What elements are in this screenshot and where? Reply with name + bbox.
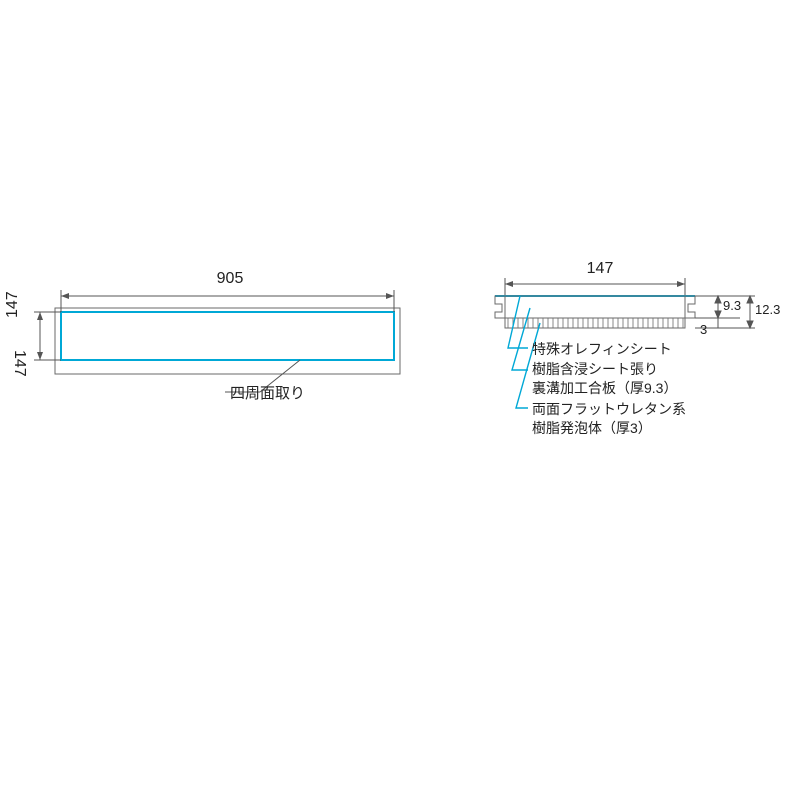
dim-3-label: 3 bbox=[700, 322, 707, 337]
plan-outer-rect bbox=[55, 308, 400, 374]
anno-foam: 両面フラットウレタン系 樹脂発泡体（厚3） bbox=[532, 400, 686, 438]
anno-olefin: 特殊オレフィンシート bbox=[532, 340, 672, 359]
anno-plywood: 樹脂含浸シート張り 裏溝加工合板（厚9.3） bbox=[532, 360, 677, 398]
chamfer-note: 四周面取り bbox=[230, 382, 305, 403]
dim-93-label: 9.3 bbox=[723, 298, 741, 313]
dim-width-label: 905 bbox=[190, 270, 270, 288]
dim-height-label-rot: 147 bbox=[4, 291, 22, 318]
plan-inner-rect bbox=[61, 312, 394, 360]
section-right-groove bbox=[685, 296, 695, 318]
dim-height-label: 147 bbox=[4, 350, 28, 377]
section-left-tongue bbox=[495, 296, 505, 318]
section-plywood bbox=[505, 296, 685, 318]
section-backgroove-hatch bbox=[508, 318, 683, 328]
dim-123-label: 12.3 bbox=[755, 302, 780, 317]
diagram-stage: 905 147 147 四周面取り 147 9.3 3 12.3 特殊オレフィン… bbox=[0, 0, 800, 800]
dim-147-label: 147 bbox=[570, 260, 630, 278]
